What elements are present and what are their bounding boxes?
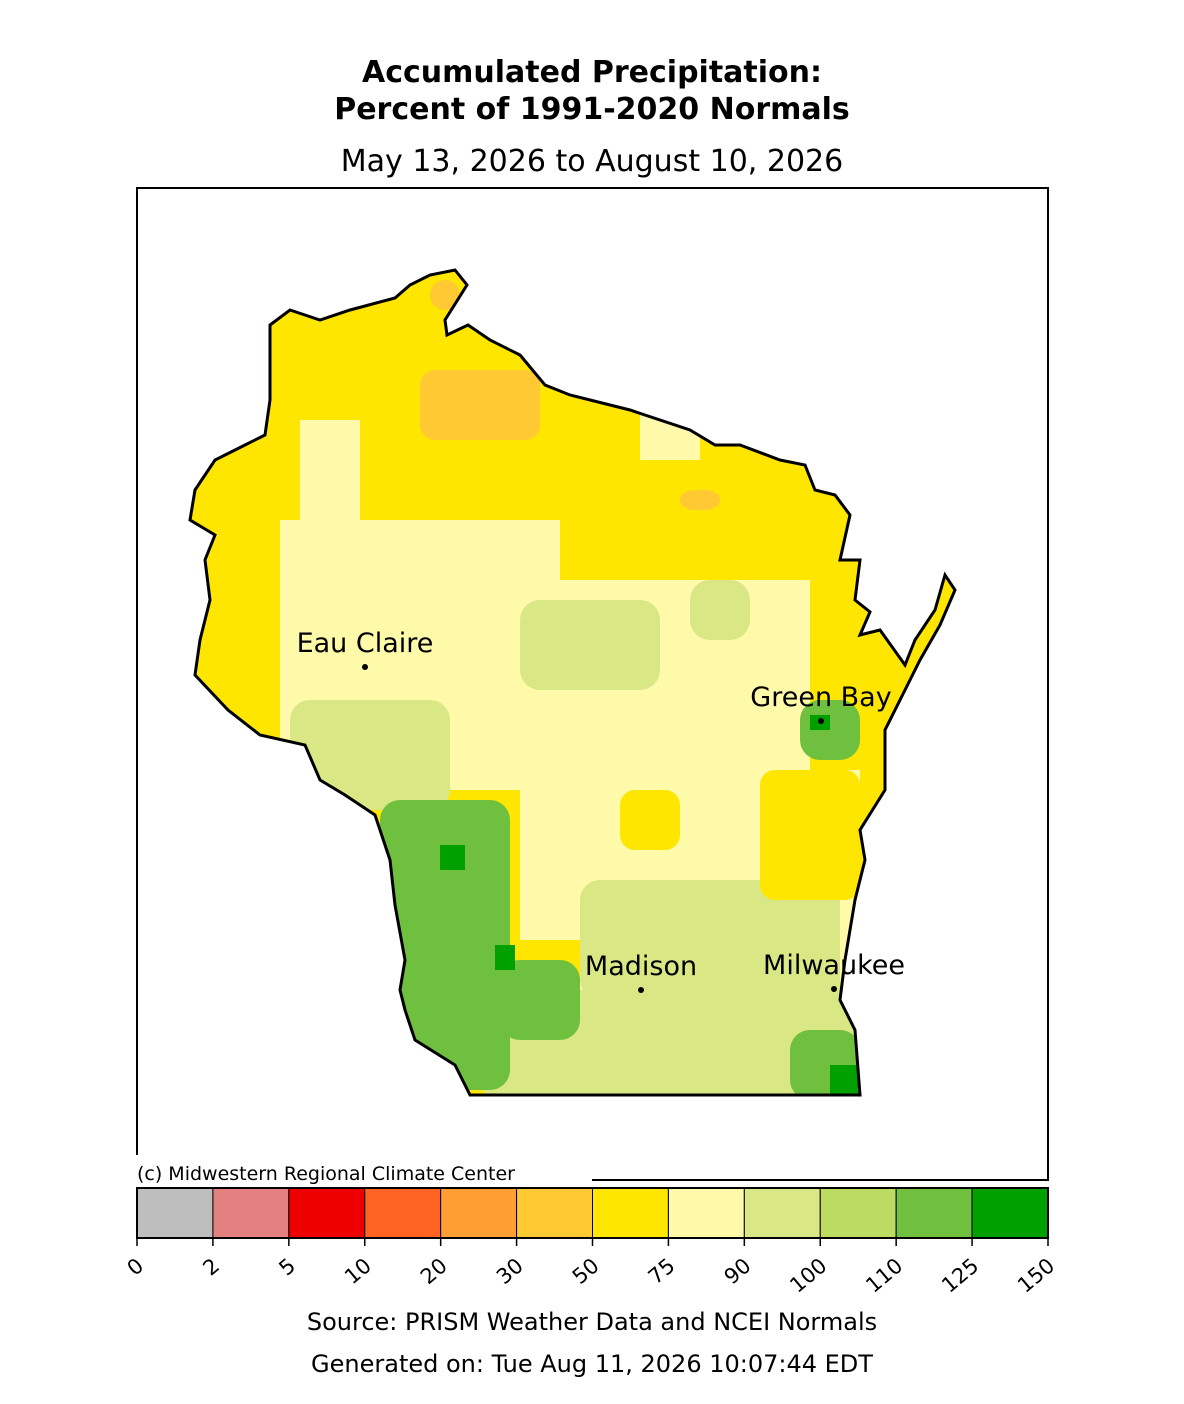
copyright: (c) Midwestern Regional Climate Center bbox=[137, 1163, 515, 1185]
colorbar-tick-label: 0 bbox=[123, 1253, 149, 1280]
field bbox=[440, 845, 465, 870]
colorbar-bin bbox=[819, 1187, 897, 1239]
colorbar-bin bbox=[592, 1187, 669, 1239]
colorbar-bin bbox=[743, 1187, 821, 1239]
colorbar-tick-label: 30 bbox=[492, 1253, 528, 1289]
field bbox=[830, 1065, 860, 1095]
city-label: Madison bbox=[585, 951, 697, 982]
field bbox=[500, 960, 580, 1040]
colorbar-bin bbox=[516, 1187, 593, 1239]
field bbox=[760, 770, 860, 900]
field bbox=[380, 800, 510, 1090]
title: Percent of 1991-2020 Normals bbox=[334, 92, 850, 127]
map-frame bbox=[136, 187, 1049, 1181]
field bbox=[680, 490, 720, 510]
field bbox=[430, 280, 460, 310]
city-dot bbox=[362, 664, 368, 670]
field bbox=[620, 790, 680, 850]
title: Accumulated Precipitation: bbox=[362, 55, 822, 90]
source: Source: PRISM Weather Data and NCEI Norm… bbox=[307, 1308, 877, 1336]
field bbox=[420, 370, 540, 440]
cities: Eau Claire Green Bay Madison Milwaukee bbox=[297, 628, 905, 993]
city-label: Milwaukee bbox=[763, 950, 905, 981]
field bbox=[520, 600, 660, 690]
field bbox=[300, 420, 360, 540]
field bbox=[690, 580, 750, 640]
colorbar-bin bbox=[895, 1187, 973, 1239]
colorbar-bin bbox=[440, 1187, 518, 1239]
city-dot bbox=[831, 986, 837, 992]
city-label: Green Bay bbox=[750, 682, 891, 713]
field bbox=[700, 920, 840, 1010]
city-label: Eau Claire bbox=[297, 628, 434, 659]
colorbar: 0 2 5 10 20 30 50 75 90 100 110 125 150 bbox=[123, 1187, 1059, 1298]
colorbar-tick-label: 50 bbox=[568, 1253, 604, 1289]
colorbar-tick-label: 2 bbox=[198, 1253, 224, 1280]
generated: Generated on: Tue Aug 11, 2026 10:07:44 … bbox=[311, 1350, 873, 1378]
colorbar-tick-label: 10 bbox=[340, 1253, 376, 1289]
colorbar-tick-label: 125 bbox=[937, 1253, 983, 1297]
colorbar-bin bbox=[136, 1187, 214, 1239]
field bbox=[495, 945, 515, 970]
colorbar-bin bbox=[364, 1187, 442, 1239]
city-dot bbox=[818, 718, 824, 724]
colorbar-tick-label: 5 bbox=[274, 1253, 300, 1280]
colorbar-tick-label: 100 bbox=[785, 1253, 831, 1297]
colorbar-tick-label: 90 bbox=[720, 1253, 756, 1289]
colorbar-tick-label: 75 bbox=[644, 1253, 680, 1289]
colorbar-tick-label: 150 bbox=[1013, 1253, 1059, 1297]
subtitle: May 13, 2026 to August 10, 2026 bbox=[341, 144, 843, 179]
colorbar-bin bbox=[288, 1187, 366, 1239]
field bbox=[290, 700, 450, 810]
colorbar-bin bbox=[971, 1187, 1049, 1239]
colorbar-tick-label: 20 bbox=[416, 1253, 452, 1289]
city-dot bbox=[638, 987, 644, 993]
colorbar-bin bbox=[212, 1187, 290, 1239]
colorbar-bin bbox=[667, 1187, 745, 1239]
colorbar-tick-label: 110 bbox=[861, 1253, 907, 1297]
